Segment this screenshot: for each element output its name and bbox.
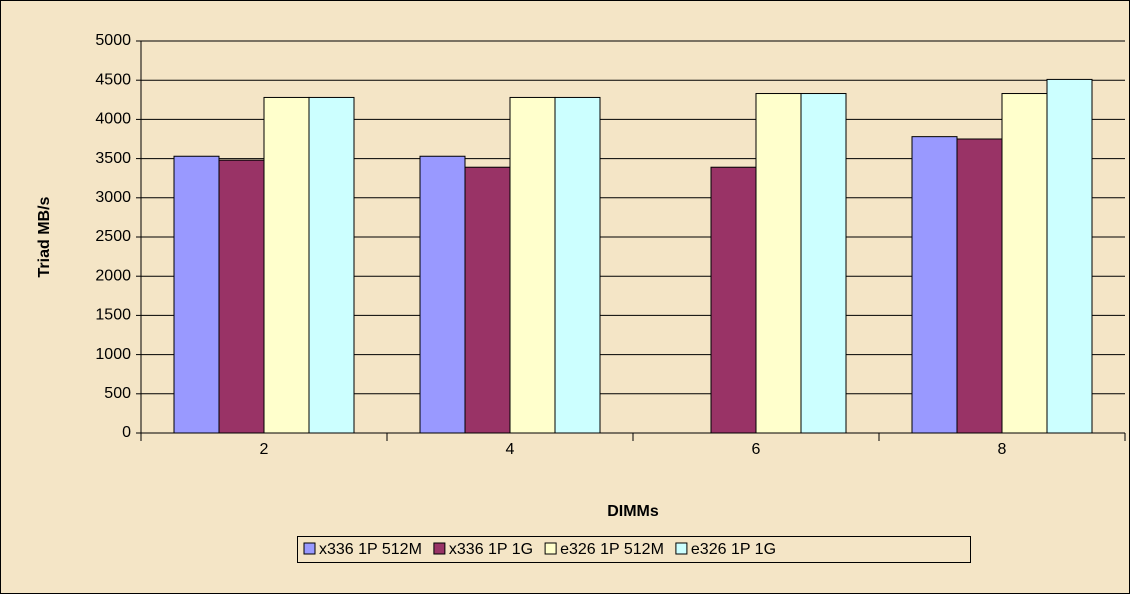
legend-swatch [303, 542, 316, 555]
bar [554, 96, 601, 434]
legend-swatch [675, 542, 688, 555]
legend-label: e326 1P 1G [691, 541, 776, 558]
bar [911, 136, 958, 434]
y-tick-label: 5000 [95, 32, 131, 49]
bar [710, 166, 757, 434]
bar [1046, 78, 1093, 434]
bar [956, 138, 1003, 434]
bar [308, 96, 355, 434]
y-tick-label: 1000 [95, 346, 131, 363]
bar [419, 155, 466, 434]
legend-label: x336 1P 512M [319, 541, 422, 558]
x-tick-label: 6 [752, 441, 761, 458]
y-tick-label: 0 [122, 424, 131, 441]
y-tick-label: 3000 [95, 189, 131, 206]
x-tick-label: 4 [506, 441, 515, 458]
y-tick-label: 2000 [95, 267, 131, 284]
bar [755, 93, 802, 434]
legend-label: e326 1P 512M [560, 541, 664, 558]
legend [297, 536, 971, 563]
x-tick-label: 8 [998, 441, 1007, 458]
y-tick-label: 3500 [95, 150, 131, 167]
bar [173, 155, 220, 434]
y-tick-label: 4000 [95, 111, 131, 128]
y-tick-label: 1500 [95, 307, 131, 324]
legend-swatch [544, 542, 557, 555]
legend-label: x336 1P 1G [449, 541, 533, 558]
y-tick-label: 2500 [95, 228, 131, 245]
bar [1001, 93, 1048, 434]
y-tick-label: 500 [104, 385, 131, 402]
y-axis-title: Triad MB/s [36, 196, 53, 277]
bar [800, 93, 847, 434]
legend-swatch [433, 542, 446, 555]
y-tick-label: 4500 [95, 71, 131, 88]
x-tick-label: 2 [260, 441, 269, 458]
bar [263, 96, 310, 434]
bar [218, 159, 265, 434]
bar [509, 96, 556, 434]
bar [464, 166, 511, 434]
x-axis-title: DIMMs [607, 503, 659, 520]
